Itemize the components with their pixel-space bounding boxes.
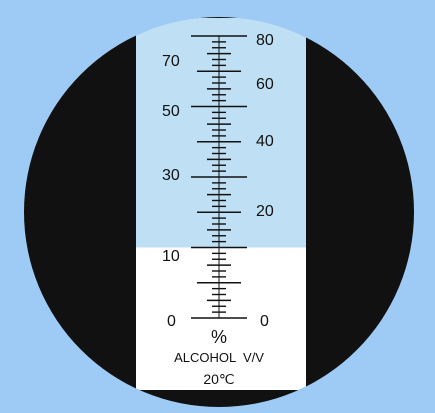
left-label-10: 10: [162, 248, 180, 265]
upper-field: [136, 18, 306, 248]
upper-field-cap: [136, 18, 306, 30]
unit-label: %: [211, 327, 227, 347]
right-label-40: 40: [256, 133, 274, 150]
left-label-0: 0: [167, 313, 176, 330]
left-label-30: 30: [162, 167, 180, 184]
scale-ticks: [191, 35, 247, 319]
scale: 70 50 30 10 0 80 60 40 20 0: [162, 32, 274, 330]
left-label-50: 50: [162, 103, 180, 120]
right-label-60: 60: [256, 76, 274, 93]
right-label-0: 0: [260, 313, 269, 330]
left-label-70: 70: [162, 53, 180, 70]
field-of-view: [136, 18, 306, 390]
right-label-20: 20: [256, 203, 274, 220]
temperature-label: 20℃: [203, 371, 234, 387]
right-label-80: 80: [256, 32, 274, 49]
measure-label: ALCOHOL V/V: [174, 350, 264, 365]
